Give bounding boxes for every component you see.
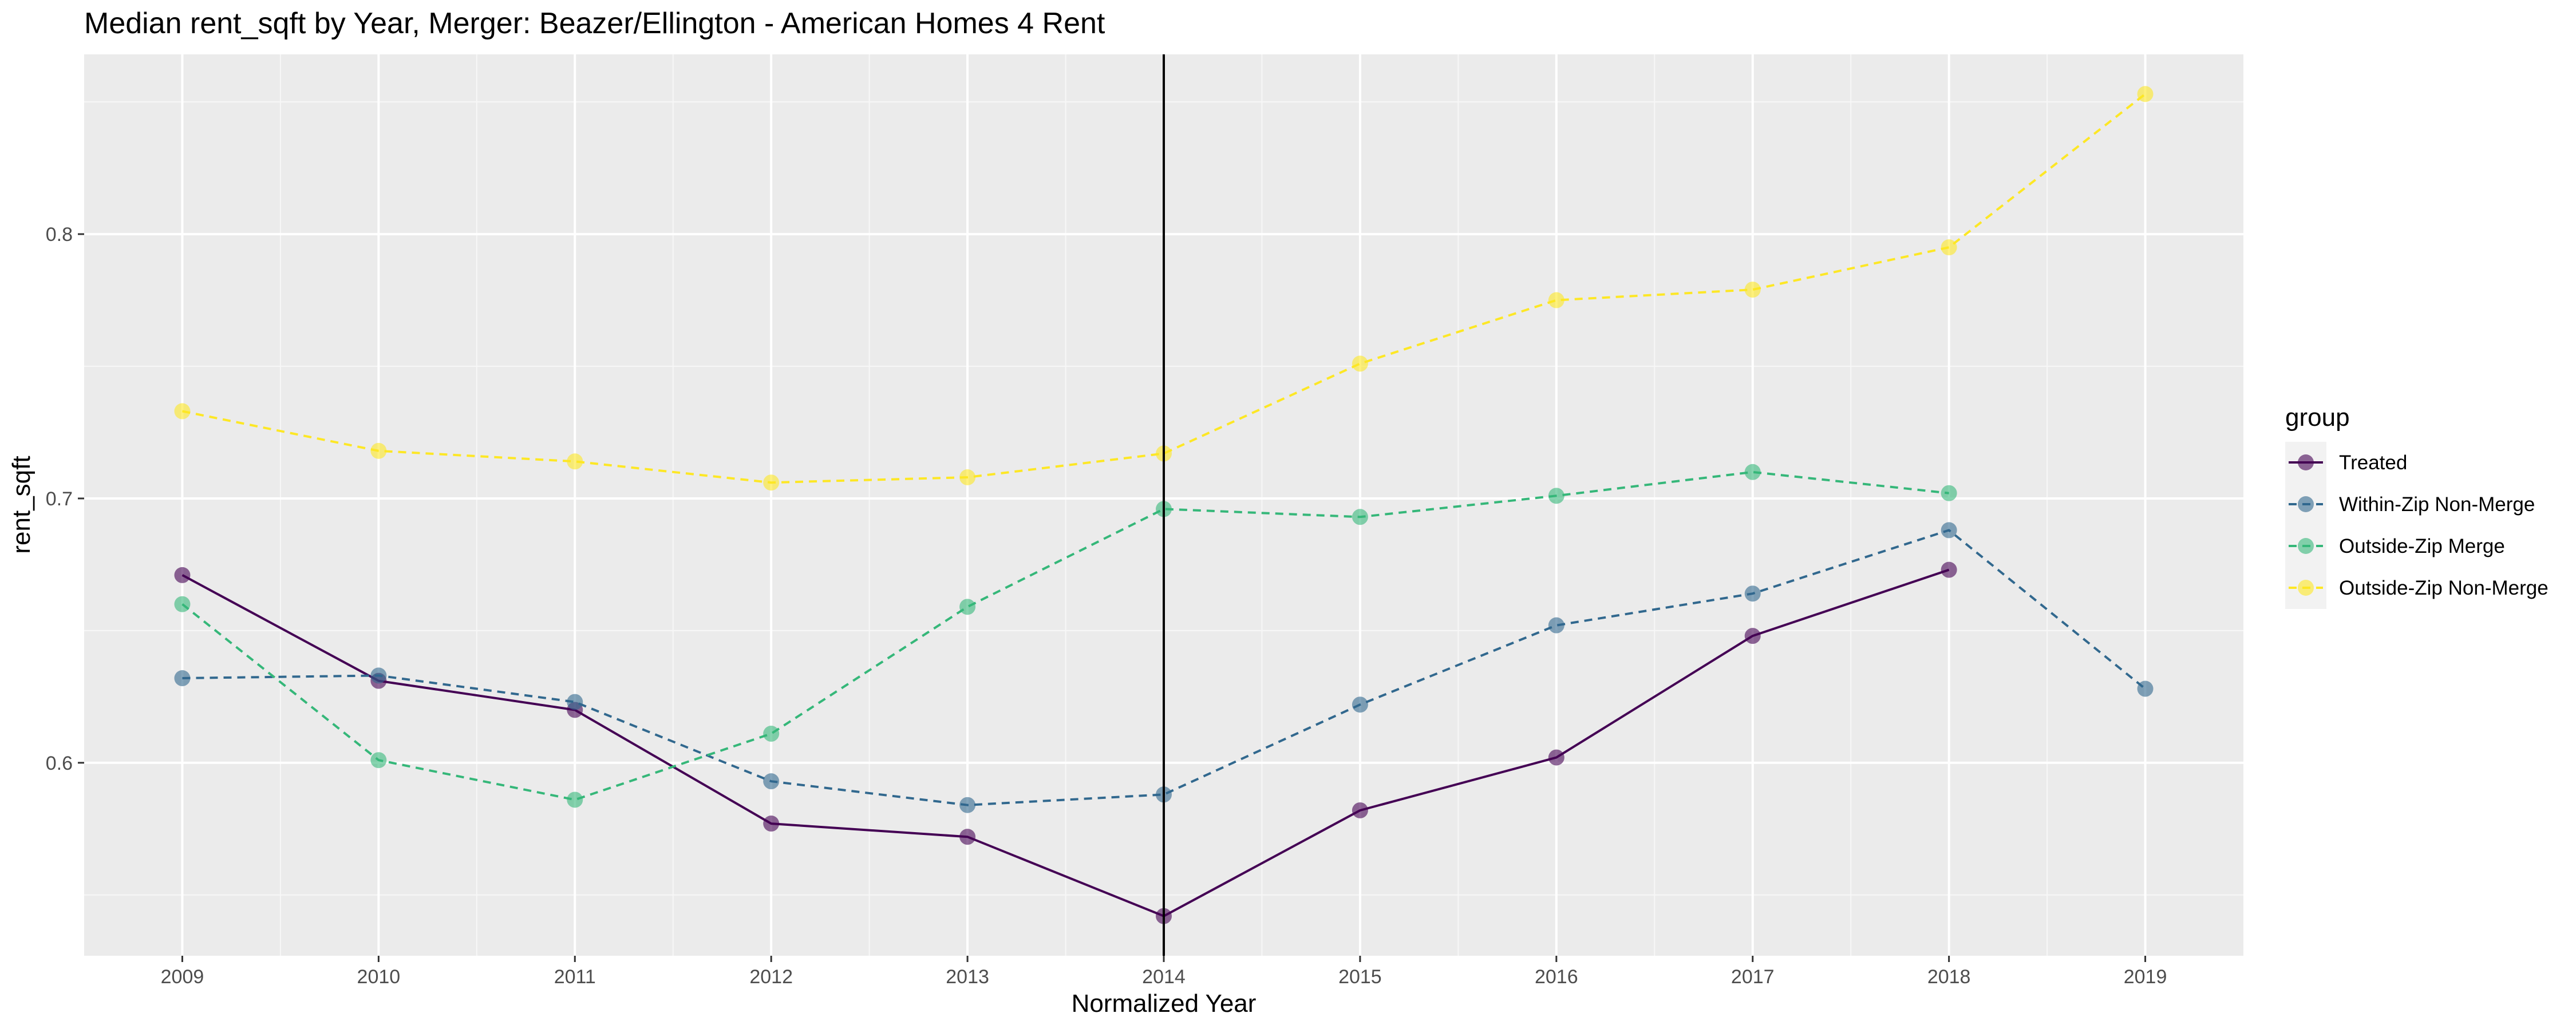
- data-point: [174, 403, 191, 419]
- data-point: [2137, 86, 2154, 102]
- data-point: [1548, 617, 1564, 634]
- data-point: [1352, 355, 1368, 372]
- x-tick-label: 2009: [161, 966, 204, 988]
- data-point: [370, 667, 387, 684]
- series-line: [182, 93, 2146, 484]
- legend-label: Treated: [2339, 452, 2407, 474]
- data-point: [1744, 464, 1761, 480]
- data-point: [370, 752, 387, 769]
- x-tick-label: 2015: [1338, 966, 1382, 988]
- x-tick-label: 2013: [946, 966, 989, 988]
- x-tick-label: 2019: [2124, 966, 2167, 988]
- data-point: [1548, 749, 1564, 766]
- y-axis-title: rent_sqft: [7, 456, 35, 553]
- x-tick-label: 2011: [554, 966, 596, 988]
- data-point: [1941, 239, 1957, 256]
- data-point: [174, 567, 191, 583]
- data-point: [174, 670, 191, 687]
- data-point: [567, 791, 583, 808]
- chart-title: Median rent_sqft by Year, Merger: Beazer…: [84, 7, 1105, 40]
- data-point: [1744, 282, 1761, 298]
- data-point: [959, 469, 976, 486]
- series-outside-zip-merge: [174, 464, 1957, 808]
- data-point: [1744, 585, 1761, 602]
- legend-item: Outside-Zip Non-Merge: [2289, 577, 2549, 599]
- x-axis: 2009 2010 2011 2012 2013 2014 2015 2016 2017 2018…: [161, 956, 2167, 988]
- data-point: [1352, 509, 1368, 525]
- series-line: [181, 470, 1949, 801]
- data-point: [370, 442, 387, 459]
- legend-key-point: [2298, 580, 2314, 596]
- legend-key-point: [2298, 454, 2314, 470]
- y-axis: 0.6 0.7 0.8: [46, 224, 84, 774]
- data-point: [2137, 680, 2154, 697]
- series-layer: [174, 86, 2154, 924]
- legend-label: Outside-Zip Merge: [2339, 535, 2505, 557]
- legend-label: Within-Zip Non-Merge: [2339, 493, 2535, 516]
- data-point: [567, 694, 583, 710]
- data-point: [174, 596, 191, 612]
- data-point: [1548, 292, 1564, 308]
- legend-item: Outside-Zip Merge: [2289, 535, 2505, 557]
- series-line: [182, 529, 2146, 806]
- y-tick-label: 0.8: [46, 224, 73, 246]
- y-tick-label: 0.7: [46, 488, 73, 510]
- series-outside-zip-non-merge: [174, 86, 2154, 491]
- series-within-zip-non-merge: [174, 522, 2154, 813]
- legend-items: Treated Within-Zip Non-Merge Outside-Zip M…: [2289, 452, 2549, 599]
- data-point: [763, 726, 780, 742]
- x-tick-label: 2017: [1731, 966, 1775, 988]
- data-point: [1352, 696, 1368, 713]
- legend-item: Treated: [2289, 452, 2407, 474]
- data-point: [763, 773, 780, 790]
- data-point: [1548, 488, 1564, 504]
- data-point: [763, 474, 780, 491]
- data-point: [763, 816, 780, 832]
- data-point: [1941, 561, 1957, 578]
- y-tick-label: 0.6: [46, 753, 73, 774]
- legend-label: Outside-Zip Non-Merge: [2339, 577, 2549, 599]
- x-tick-label: 2016: [1535, 966, 1578, 988]
- data-point: [959, 797, 976, 813]
- x-tick-label: 2018: [1927, 966, 1971, 988]
- x-tick-label: 2012: [749, 966, 793, 988]
- series-line: [181, 568, 1950, 917]
- data-point: [1744, 628, 1761, 644]
- data-point: [1941, 522, 1957, 539]
- legend: group Treated Within-Zip Non-Merge Outside…: [2285, 403, 2549, 609]
- data-point: [567, 453, 583, 470]
- data-point: [1941, 485, 1957, 501]
- x-tick-label: 2014: [1142, 966, 1186, 988]
- x-tick-label: 2010: [357, 966, 401, 988]
- x-axis-title: Normalized Year: [1072, 990, 1257, 1018]
- legend-key-point: [2298, 538, 2314, 554]
- legend-item: Within-Zip Non-Merge: [2289, 493, 2535, 516]
- legend-title: group: [2285, 403, 2350, 432]
- legend-key-point: [2298, 496, 2314, 512]
- data-point: [959, 829, 976, 845]
- data-point: [1352, 802, 1368, 818]
- data-point: [959, 599, 976, 615]
